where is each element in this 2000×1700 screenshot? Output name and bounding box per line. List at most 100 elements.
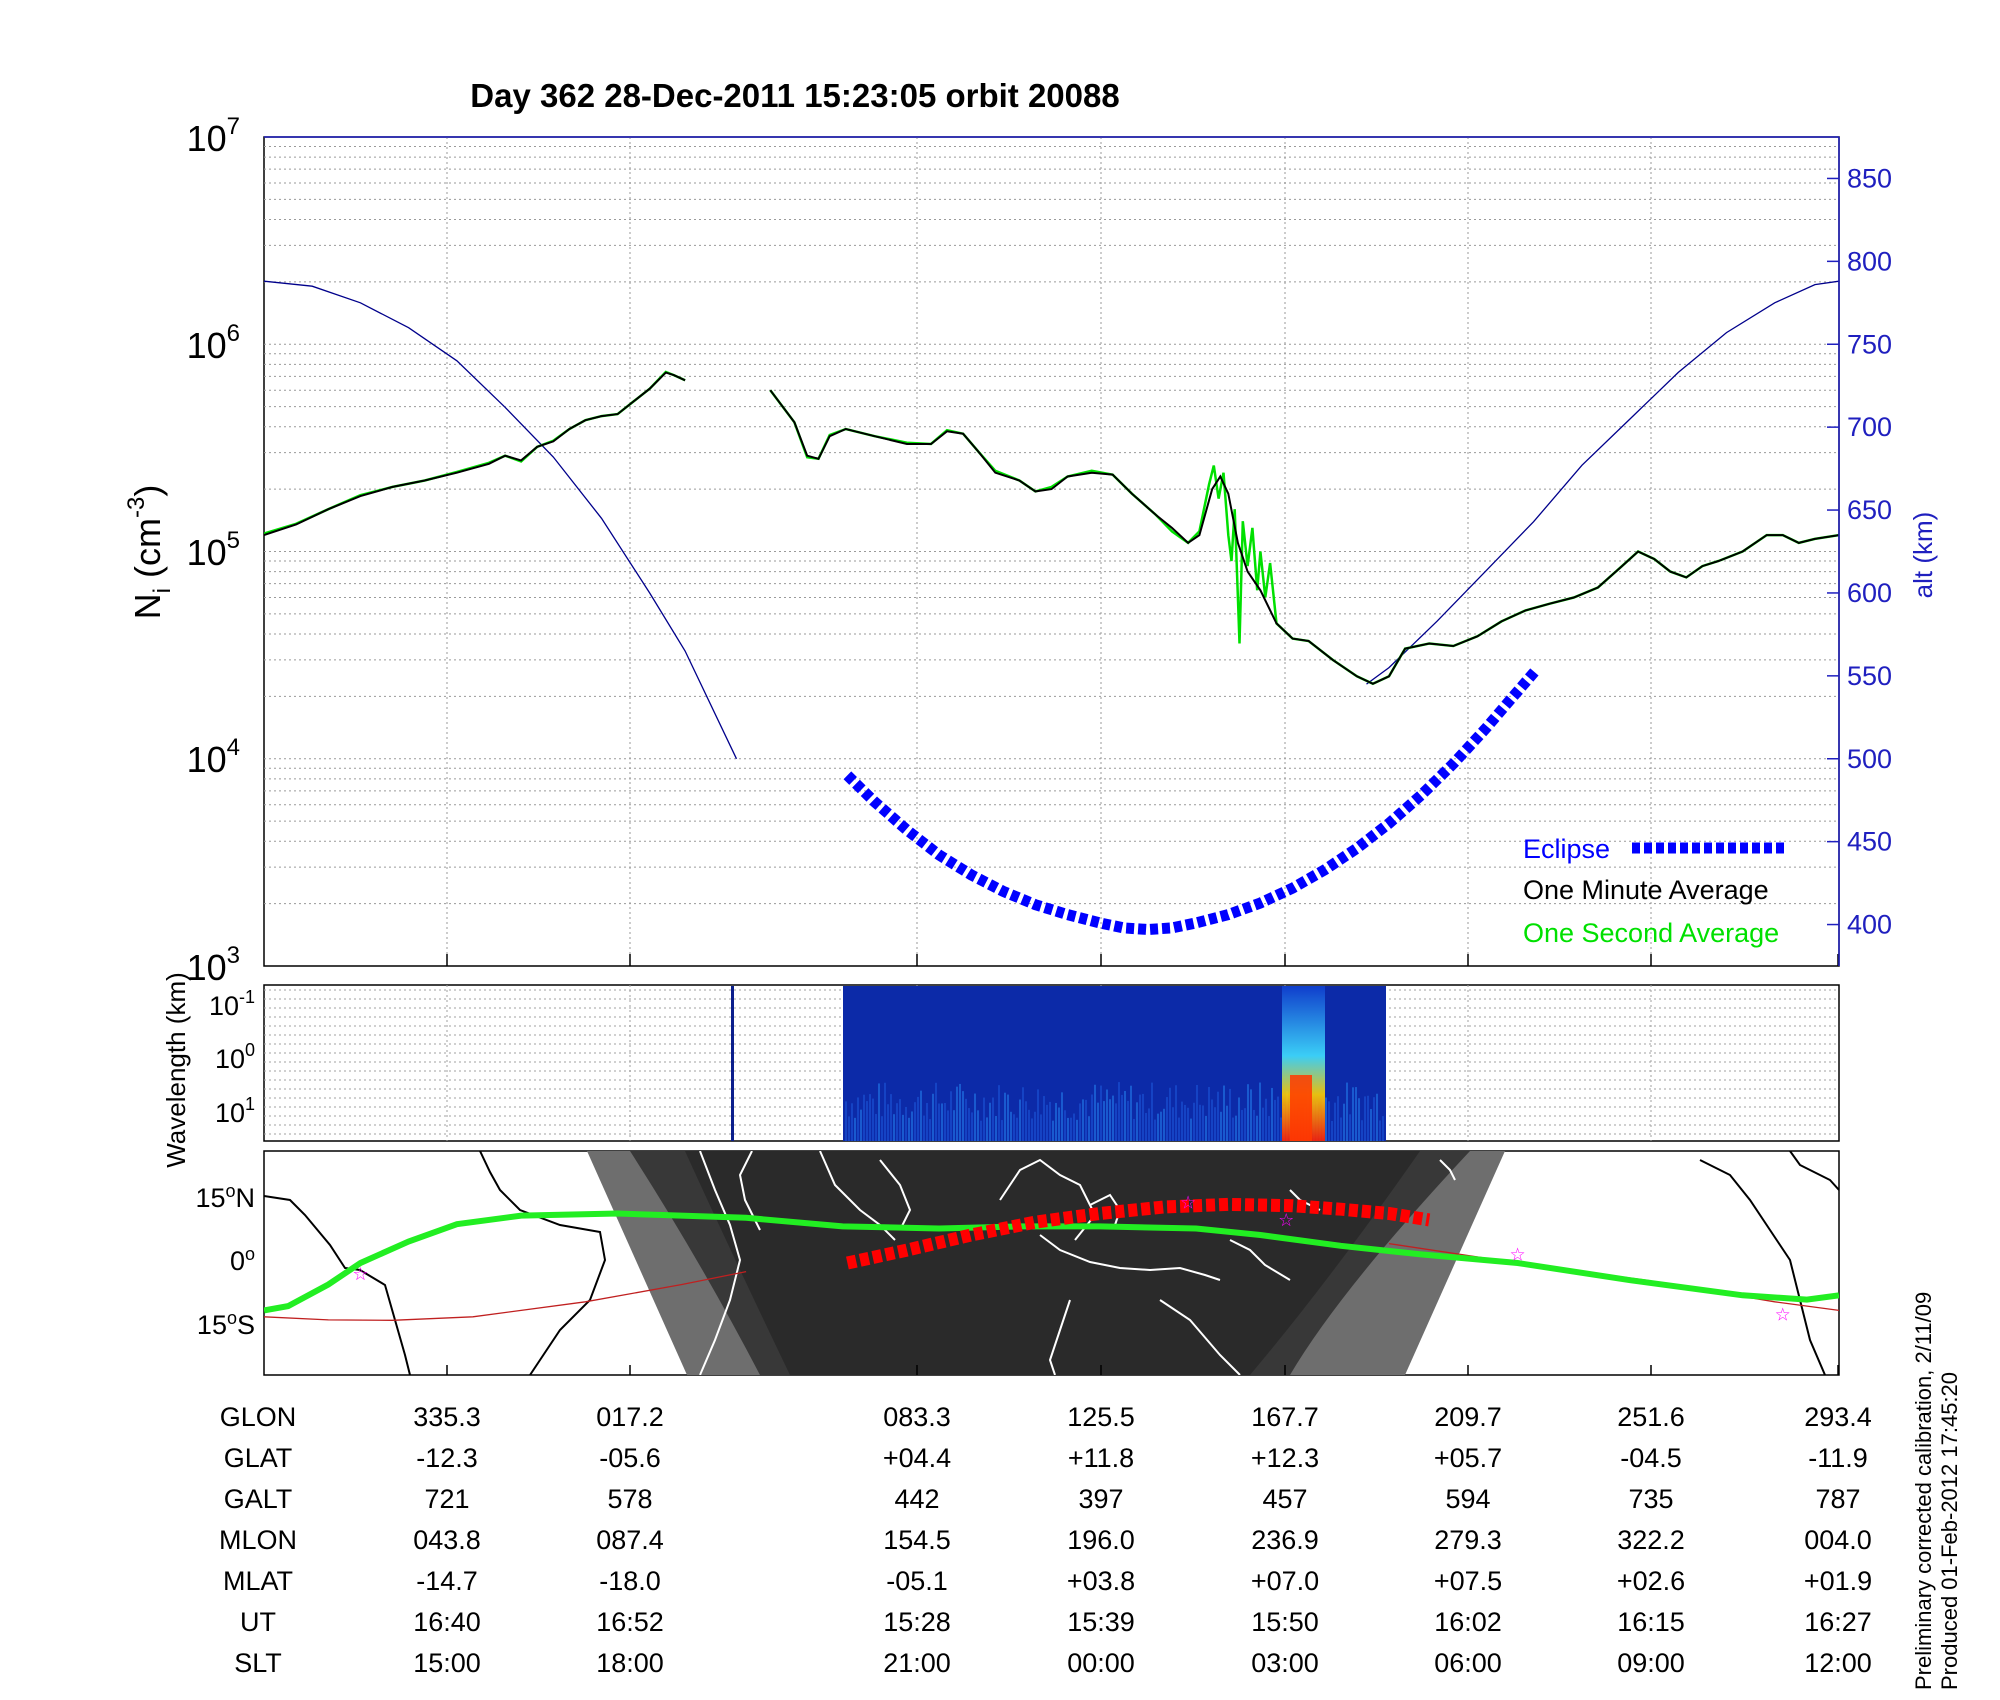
table-row-label: GLON <box>220 1402 297 1432</box>
spec-streak <box>992 1097 994 1141</box>
spec-streak <box>1376 1093 1378 1141</box>
y-tick-1e5: 105 <box>187 527 240 573</box>
table-cell: 293.4 <box>1804 1402 1872 1432</box>
table-cell: 16:15 <box>1617 1607 1685 1637</box>
spec-streak <box>1106 1089 1108 1141</box>
spec-streak <box>1199 1104 1201 1141</box>
spec-streak <box>1334 1102 1336 1141</box>
map-tick-0: 0o <box>230 1244 255 1276</box>
spec-streak <box>935 1082 937 1141</box>
table-row-label: GALT <box>224 1484 293 1514</box>
star-marker-icon: ☆ <box>1278 1210 1294 1231</box>
spec-streak <box>1007 1094 1009 1141</box>
spec-streak <box>1184 1104 1186 1141</box>
spec-streak <box>1178 1117 1180 1141</box>
spec-streak <box>1367 1095 1369 1141</box>
table-cell: 16:40 <box>413 1607 481 1637</box>
one-minute-line <box>769 389 1839 685</box>
table-cell: -04.5 <box>1620 1443 1682 1473</box>
table-cell: +11.8 <box>1068 1443 1134 1473</box>
spec-streak <box>1355 1087 1357 1141</box>
spec-streak <box>1253 1109 1255 1141</box>
legend-eclipse-label: Eclipse <box>1523 834 1610 864</box>
spec-streak <box>1256 1115 1258 1141</box>
table-cell: 251.6 <box>1617 1402 1685 1432</box>
spec-streak <box>1181 1101 1183 1141</box>
spec-streak <box>1214 1107 1216 1141</box>
table-cell: +03.8 <box>1067 1566 1135 1596</box>
table-cell: 442 <box>894 1484 939 1514</box>
table-cell: 15:00 <box>413 1648 481 1678</box>
alt-tick-label: 600 <box>1847 578 1892 608</box>
spec-streak <box>1061 1092 1063 1141</box>
spec-streak <box>1202 1105 1204 1141</box>
spec-streak <box>1196 1084 1198 1141</box>
table-cell: -14.7 <box>416 1566 478 1596</box>
spec-streak <box>1235 1115 1237 1141</box>
spec-streak <box>899 1099 901 1141</box>
table-cell: -11.9 <box>1808 1443 1868 1473</box>
y-tick-1e6: 106 <box>187 320 240 366</box>
spec-streak <box>1340 1117 1342 1141</box>
table-cell: 721 <box>424 1484 469 1514</box>
table-cell: 087.4 <box>596 1525 664 1555</box>
spec-streak <box>980 1120 982 1141</box>
table-cell: 154.5 <box>883 1525 951 1555</box>
spec-streak <box>917 1096 919 1141</box>
spec-streak <box>1103 1101 1105 1141</box>
spec-streak <box>1328 1101 1330 1141</box>
table-cell: 578 <box>607 1484 652 1514</box>
map-y-ticks: 15oN 0o 15oS <box>195 1181 255 1340</box>
spec-streak <box>1217 1091 1219 1141</box>
spec-streak <box>1022 1087 1024 1141</box>
spec-streak <box>1166 1097 1168 1141</box>
spec-streak <box>1274 1099 1276 1141</box>
spec-streak <box>881 1116 883 1141</box>
spec-streak <box>1175 1085 1177 1141</box>
alt-tick-label: 450 <box>1847 827 1892 857</box>
spec-streak <box>932 1093 934 1141</box>
spec-streak <box>1097 1102 1099 1141</box>
spec-tick-1e-1: 10-1 <box>209 987 255 1021</box>
spec-streak <box>887 1104 889 1141</box>
table-cell: 457 <box>1262 1484 1307 1514</box>
spec-streak <box>1163 1108 1165 1141</box>
table-cell: 335.3 <box>413 1402 481 1432</box>
spec-streak <box>947 1110 949 1141</box>
spec-streak <box>926 1102 928 1141</box>
spec-streak <box>869 1094 871 1141</box>
spec-streak <box>1025 1101 1027 1141</box>
spec-streak <box>1049 1101 1051 1141</box>
one-minute-series <box>264 371 1839 685</box>
spec-streak <box>1058 1107 1060 1141</box>
spec-streak <box>1148 1108 1150 1141</box>
spec-streak <box>1085 1099 1087 1141</box>
spec-streak <box>1352 1087 1354 1141</box>
spec-streak <box>929 1119 931 1141</box>
table-cell: 196.0 <box>1067 1525 1135 1555</box>
spec-streak <box>1370 1109 1372 1141</box>
table-cell: 16:52 <box>596 1607 664 1637</box>
table-cell: 12:00 <box>1804 1648 1872 1678</box>
spec-streak <box>962 1091 964 1141</box>
spec-streak <box>1238 1097 1240 1141</box>
spec-streak <box>938 1103 940 1141</box>
footnote: Preliminary corrected calibration, 2/11/… <box>1911 1292 1962 1690</box>
spec-streak <box>1211 1099 1213 1141</box>
table-row-label: MLON <box>219 1525 297 1555</box>
spec-streak <box>1037 1089 1039 1141</box>
coastlines <box>264 1151 1839 1375</box>
table-cell: 15:28 <box>883 1607 951 1637</box>
spec-streak <box>971 1112 973 1141</box>
altitude-line <box>264 280 738 760</box>
spec-streak <box>884 1082 886 1141</box>
alt-tick-label: 850 <box>1847 163 1892 193</box>
spec-streak <box>878 1083 880 1141</box>
spec-streak <box>1364 1096 1366 1141</box>
spec-streak <box>1262 1107 1264 1141</box>
map-tick-15s: 15oS <box>197 1308 255 1340</box>
spec-streak <box>1091 1094 1093 1141</box>
table-cell: 21:00 <box>883 1648 951 1678</box>
table-cell: 06:00 <box>1434 1648 1502 1678</box>
one-minute-line <box>264 371 686 537</box>
